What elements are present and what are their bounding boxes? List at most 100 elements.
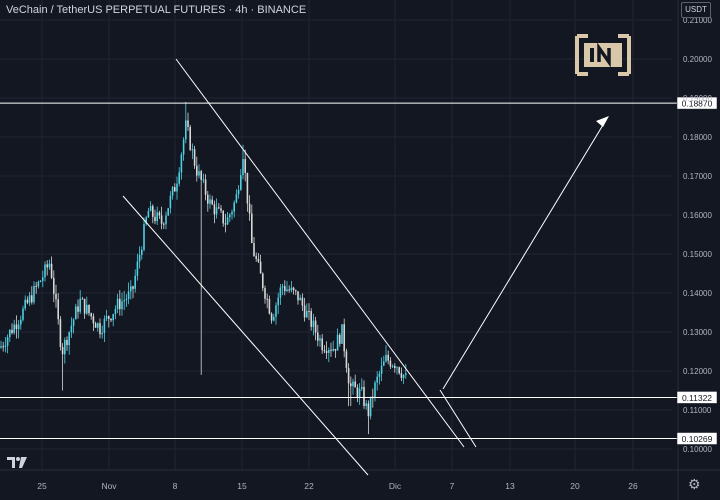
time-axis[interactable]: 25 Nov 8 15 22 Dic 7 13 20 26 [37,481,638,491]
price-tick-label: 0.17000 [683,172,712,181]
price-tick-label: 0.16000 [683,211,712,220]
gear-icon[interactable]: ⚙ [688,476,701,492]
candle-body [319,338,321,341]
candle-body [114,309,117,314]
candle-body [332,348,334,351]
candle-body [94,323,97,328]
price-level-label: 0.10269 [682,434,713,444]
channel-line [122,195,369,476]
candle-body [13,324,15,334]
candle-body [147,211,150,218]
candle-body [361,386,363,389]
candle-body [235,194,238,203]
candle-body [57,299,59,320]
currency-badge[interactable]: USDT [681,2,711,18]
candle-body [259,261,262,274]
candle-body [237,189,240,195]
candle-body [204,179,207,195]
candle-body [92,316,95,324]
candle-body [189,126,191,150]
candle-body [229,214,231,218]
candle-body [112,313,114,321]
candle-body [79,298,81,312]
candle-body [262,273,264,289]
candle-body [248,203,251,214]
candle-body [354,381,356,388]
candle-body [15,324,18,330]
candle-body [378,373,381,377]
candle-body [290,287,293,291]
candle-body [295,290,297,292]
price-tick-label: 0.15000 [683,250,712,259]
candle-body [277,297,279,306]
candle-body [97,323,99,328]
candle-body [70,325,73,333]
time-tick-label: 22 [304,481,314,491]
candle-body [347,367,350,384]
candle-body [334,348,337,351]
time-tick-label: Dic [389,481,402,491]
candle-body [233,202,235,212]
price-axis[interactable]: 0.10000 0.11000 0.12000 0.13000 0.14000 0.150… [683,16,712,454]
candle-body [299,297,301,301]
candle-body [42,277,44,281]
candle-body [246,172,249,204]
candle-body [103,318,106,333]
candle-body [4,345,7,347]
drawings: 0.18870 0.11322 0.10269 [0,58,718,476]
candle-body [374,382,376,399]
candle-body [222,210,224,224]
candle-body [273,316,275,321]
price-tick-label: 0.13000 [683,328,712,337]
candle-body [325,350,328,353]
time-tick-label: 8 [173,481,178,491]
candle-body [68,332,70,346]
candle-body [202,179,205,181]
candle-body [101,332,103,335]
candle-body [154,216,156,222]
price-level-label: 0.11322 [682,393,712,403]
time-tick-label: 7 [450,481,455,491]
candle-body [297,291,299,301]
candle-body [376,376,378,383]
candle-body [251,213,253,244]
candle-body [336,334,339,351]
time-tick-label: 13 [505,481,515,491]
candle-body [90,313,92,317]
candle-body [134,275,136,289]
candle-body [160,215,163,224]
candle-body [138,254,141,262]
candle-body [369,396,372,417]
candles [0,101,407,435]
candle-body [136,261,139,276]
price-level-tag [676,391,718,404]
candle-body [405,373,407,375]
candle-body [55,293,57,300]
candle-body [37,281,40,287]
candle-body [275,305,277,317]
candle-body [31,295,33,303]
candle-body [176,183,178,192]
candle-body [367,403,370,417]
candle-body [218,207,220,209]
candle-body [6,337,9,346]
candle-body [328,349,330,353]
candle-body [391,365,394,367]
candle-body [86,304,88,314]
candle-body [130,286,132,292]
candle-body [108,316,110,319]
candle-body [400,373,403,378]
candle-body [321,338,323,351]
candle-body [193,149,196,166]
candle-body [163,223,165,225]
candle-body [28,295,31,303]
time-tick-label: 20 [570,481,580,491]
candle-body [323,350,326,352]
candle-body [143,223,145,250]
candle-body [292,287,295,291]
price-tick-label: 0.14000 [683,289,712,298]
time-tick-label: 25 [37,481,47,491]
candle-body [345,351,348,368]
